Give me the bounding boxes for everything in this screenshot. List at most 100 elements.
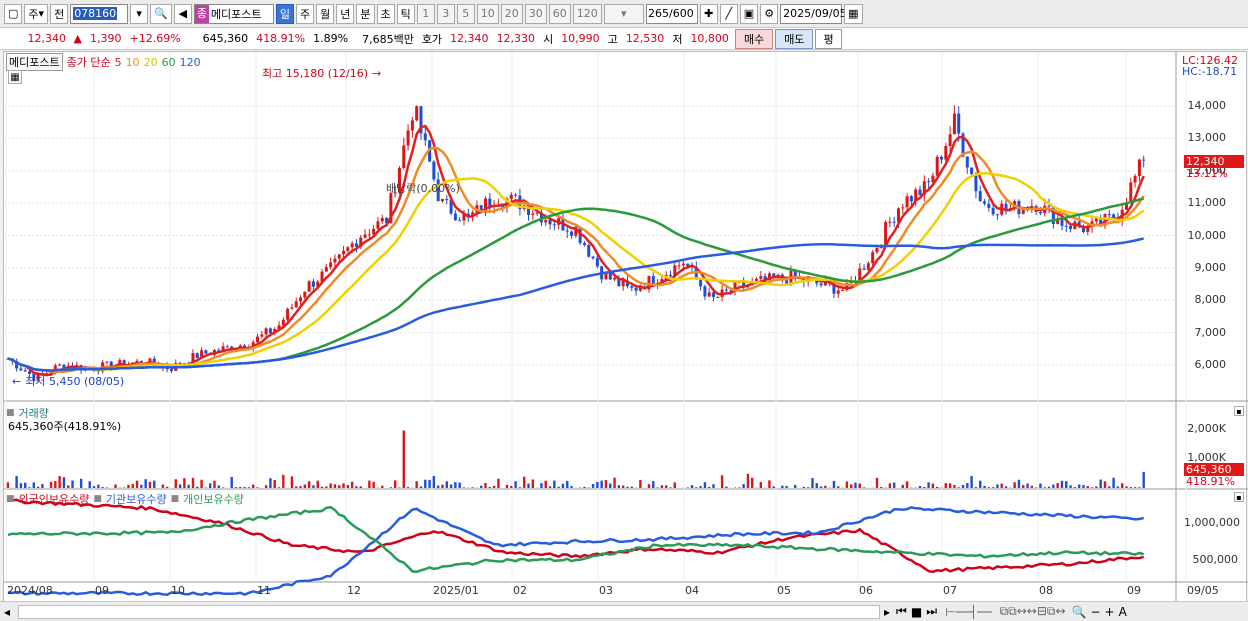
volume-bar: [406, 487, 410, 488]
tab-year[interactable]: 년: [336, 3, 355, 24]
minute-3[interactable]: 3: [436, 3, 455, 24]
prev-button[interactable]: 전: [50, 3, 69, 24]
sell-button[interactable]: 매도: [775, 28, 814, 49]
date-input[interactable]: 2025/09/05: [780, 3, 847, 24]
crosshair-icon[interactable]: ✚: [699, 3, 718, 24]
volume-bar: [802, 486, 806, 488]
candle-body: [832, 283, 836, 294]
plus-icon[interactable]: +: [1104, 604, 1115, 619]
chart-menu-icon[interactable]: ▢: [4, 3, 23, 24]
tab-second[interactable]: 초: [376, 3, 395, 24]
volume-bar: [664, 485, 668, 488]
candle-body: [905, 196, 909, 208]
volume-bar: [419, 486, 423, 488]
minute-1[interactable]: 1: [416, 3, 435, 24]
candle-body: [991, 207, 995, 215]
holding-close-icon[interactable]: ▪: [1234, 492, 1244, 502]
tab-minute-label: 분: [360, 7, 371, 21]
search-icon[interactable]: 🔍: [150, 3, 172, 24]
volume-bar: [518, 487, 522, 488]
x-tick-label: 11: [257, 584, 271, 597]
stock-code-input[interactable]: 078160: [70, 3, 129, 24]
candle-body: [901, 207, 905, 209]
gear-icon[interactable]: ⚙: [760, 3, 779, 24]
interval-dropdown[interactable]: ▾: [603, 3, 644, 24]
volume-bar: [462, 487, 466, 488]
chart-canvas[interactable]: [4, 52, 1248, 604]
tab-week[interactable]: 주: [296, 3, 315, 24]
tab-day[interactable]: 일: [275, 3, 295, 24]
tab-month[interactable]: 월: [316, 3, 335, 24]
auto-icon[interactable]: A: [1118, 604, 1127, 619]
volume-bar: [54, 480, 57, 488]
scroll-track[interactable]: [18, 604, 880, 619]
candle-body: [264, 328, 268, 335]
tab-day-label: 일: [279, 7, 291, 21]
volume-bar: [140, 484, 143, 488]
price-tick-label: 8,000: [1194, 293, 1227, 307]
candle-body: [565, 230, 569, 232]
table-icon[interactable]: ▦: [8, 70, 22, 84]
price-tick-label: 14,000: [1187, 99, 1227, 112]
tab-tick[interactable]: 틱: [396, 3, 415, 24]
vol-close-icon[interactable]: ▪: [1234, 406, 1244, 416]
candle-body: [621, 280, 625, 287]
chart-area[interactable]: 메디포스트 종가 단순 5 10 20 60 120 ▦ 최고 15,180 (…: [3, 51, 1248, 604]
buy-label: 매수: [743, 32, 765, 46]
layout-icons[interactable]: ⧉⧉↔↔⊟⧉↔: [999, 604, 1066, 618]
candle-body: [647, 276, 651, 290]
volume-bar: [544, 480, 547, 488]
volume-bar: [1030, 485, 1034, 488]
high-price: 12,530: [625, 32, 665, 45]
zoom-slider-icon[interactable]: ⊢──┤──: [945, 604, 992, 619]
volume-bar: [67, 485, 70, 488]
draw-tool-icon[interactable]: ╱: [719, 3, 738, 24]
x-tick-label: 09: [95, 584, 109, 597]
bar-count-value: 265: [648, 6, 670, 20]
volume-bar: [1026, 483, 1029, 488]
tab-minute[interactable]: 분: [356, 3, 375, 24]
minus-icon[interactable]: −: [1090, 604, 1101, 619]
speaker-icon[interactable]: ◀: [173, 3, 192, 24]
stock-name-box[interactable]: 종 메디포스트: [193, 3, 274, 24]
volume-bar: [880, 486, 883, 488]
volume-bar: [62, 477, 66, 488]
scroll-right-icon[interactable]: ▸: [884, 604, 891, 619]
candle-body: [965, 156, 969, 168]
fast-forward-icon[interactable]: ⏭: [926, 604, 937, 618]
volume-bar: [673, 482, 676, 488]
candle-body: [866, 263, 870, 270]
minute-60[interactable]: 60: [548, 3, 571, 24]
minute-5[interactable]: 5: [456, 3, 475, 24]
volume-bar: [333, 484, 337, 488]
calendar-icon[interactable]: ▦: [844, 3, 863, 24]
stop-icon[interactable]: ■: [910, 604, 923, 619]
minute-20[interactable]: 20: [500, 3, 523, 24]
market-select[interactable]: 주 ▾: [24, 3, 49, 24]
eval-button[interactable]: 평: [815, 28, 842, 49]
candle-body: [970, 167, 974, 174]
candle-body: [221, 346, 225, 352]
minute-10[interactable]: 10: [476, 3, 499, 24]
volume-bar: [1052, 484, 1055, 488]
candle-body: [733, 282, 737, 292]
candle-body: [539, 212, 543, 223]
minute-30[interactable]: 30: [524, 3, 547, 24]
volume-bar: [621, 485, 625, 488]
rewind-icon[interactable]: ⏮: [896, 604, 907, 618]
code-dropdown-icon[interactable]: ▾: [130, 3, 149, 24]
buy-button[interactable]: 매수: [734, 28, 774, 49]
volume-bar: [436, 485, 440, 488]
bar-count-input[interactable]: 265/600: [645, 3, 698, 24]
zoom-out-icon[interactable]: 🔍: [1071, 604, 1087, 619]
stock-legend-label[interactable]: 메디포스트: [6, 53, 63, 71]
candle-body: [359, 237, 363, 247]
scroll-left-icon[interactable]: ◂: [3, 604, 11, 619]
minute-120[interactable]: 120: [572, 3, 602, 24]
candle-body: [940, 156, 944, 160]
save-icon[interactable]: ▣: [739, 3, 759, 24]
stock-type-tag: 종: [194, 4, 209, 23]
candle-body: [630, 286, 634, 288]
candle-body: [699, 278, 703, 287]
low-price: 10,800: [690, 32, 729, 45]
